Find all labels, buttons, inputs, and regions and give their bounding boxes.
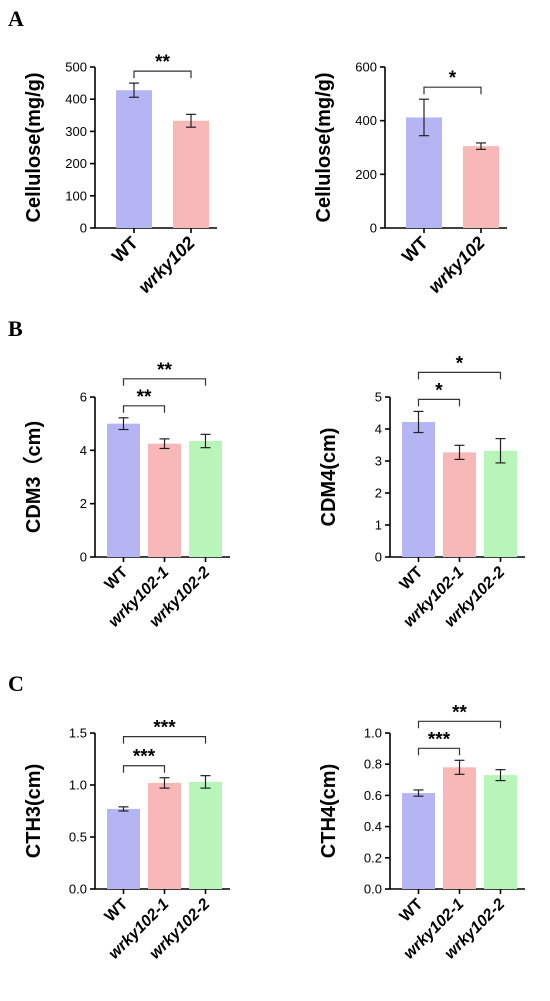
y-axis-label: Cellulose(mg/g) — [23, 72, 45, 222]
x-tick-label: wrky102 — [424, 233, 488, 297]
significance-label: *** — [428, 729, 451, 750]
y-tick-label: 2 — [375, 486, 382, 501]
bar-wrky102-1 — [148, 443, 181, 557]
bar-wrky102 — [173, 120, 209, 228]
y-tick-label: 4 — [80, 443, 87, 458]
y-tick-label: 0.2 — [364, 850, 382, 865]
y-tick-label: 200 — [355, 167, 377, 182]
x-tick-label: WT — [102, 896, 132, 926]
significance-bracket — [133, 70, 192, 79]
bar-WT — [402, 421, 435, 557]
significance-label: *** — [133, 747, 156, 768]
y-tick-label: 3 — [375, 454, 382, 469]
bar-WT — [107, 423, 140, 557]
bar-wrky102-2 — [189, 781, 222, 889]
bar-wrky102-2 — [484, 775, 517, 889]
bar-wrky102-2 — [484, 450, 517, 557]
significance-bracket — [417, 398, 461, 407]
significance-label: * — [449, 68, 457, 89]
y-tick-label: 0.6 — [364, 788, 382, 803]
y-tick-label: 500 — [65, 60, 87, 75]
x-tick-label: WT — [398, 233, 432, 267]
y-tick-label: 2 — [80, 496, 87, 511]
y-tick-label: 0.0 — [69, 882, 87, 897]
y-tick-label: 0.4 — [364, 819, 382, 834]
y-tick-label: 200 — [65, 156, 87, 171]
y-tick-label: 0 — [375, 550, 382, 565]
bar-WT — [402, 793, 435, 889]
significance-bracket — [423, 86, 482, 95]
significance-bracket — [122, 765, 166, 773]
y-tick-label: 5 — [375, 390, 382, 405]
chart-1: 0 100 200 300 400 500 Cellulose(mg/g) WTwrky102… — [23, 52, 217, 297]
x-tick-label: wrky102 — [134, 233, 198, 297]
significance-label: * — [435, 380, 443, 401]
significance-label: ** — [155, 52, 170, 73]
bar-WT — [107, 808, 140, 889]
chart-6: 0.00.20.40.60.81.0CTH4(cm)WTwrky102-1wrk… — [318, 702, 525, 963]
y-tick-label: 1.0 — [69, 778, 87, 793]
y-tick-label: 400 — [65, 92, 87, 107]
significance-bracket — [122, 405, 166, 413]
bar-wrky102-1 — [443, 767, 476, 889]
y-axis-label: CTH3(cm) — [23, 764, 45, 858]
x-tick-label: WT — [102, 564, 132, 594]
y-tick-label: 600 — [355, 60, 377, 75]
charts-container: 0100200300400500Cellulose(mg/g)WTwrky102… — [22, 52, 525, 963]
significance-bracket — [417, 747, 461, 756]
significance-label: * — [456, 353, 464, 374]
bar-wrky102-1 — [443, 452, 476, 557]
y-tick-label: 1.0 — [364, 726, 382, 741]
y-tick-label: 0.5 — [69, 830, 87, 845]
bar-WT — [116, 90, 152, 229]
y-tick-label: 100 — [65, 188, 87, 203]
y-tick-label: 1.5 — [69, 726, 87, 741]
y-tick-label: 0 — [80, 550, 87, 565]
y-tick-label: 0.0 — [364, 882, 382, 897]
bar-wrky102 — [463, 146, 499, 228]
y-tick-label: 300 — [65, 124, 87, 139]
y-tick-label: 0 — [370, 221, 377, 236]
bar-wrky102-1 — [148, 782, 181, 889]
significance-label: ** — [157, 360, 172, 381]
x-tick-label: WT — [108, 233, 142, 267]
y-tick-label: 0 — [80, 221, 87, 236]
significance-bracket — [122, 736, 207, 744]
y-tick-label: 1 — [375, 518, 382, 533]
chart-5: 0.00.51.01.5CTH3(cm)WTwrky102-1wrky102-2… — [23, 718, 230, 963]
significance-bracket — [417, 371, 502, 380]
y-axis-label: CDM3（cm) — [22, 421, 45, 533]
x-tick-label: WT — [397, 564, 427, 594]
bar-wrky102-2 — [189, 441, 222, 557]
panel-label-a: A — [8, 6, 24, 31]
y-axis-label: Cellulose(mg/g) — [313, 72, 335, 222]
y-tick-label: 4 — [375, 422, 382, 437]
panel-label-c: C — [8, 671, 24, 696]
y-tick-label: 400 — [355, 113, 377, 128]
y-tick-label: 6 — [80, 390, 87, 405]
x-tick-label: WT — [397, 896, 427, 926]
significance-label: ** — [137, 387, 152, 408]
y-tick-label: 0.8 — [364, 757, 382, 772]
significance-bracket — [417, 720, 502, 729]
y-axis-label: CDM4(cm) — [318, 428, 340, 527]
significance-label: ** — [452, 702, 467, 723]
panel-label-b: B — [8, 316, 23, 341]
y-axis-label: CTH4(cm) — [318, 764, 340, 858]
significance-bracket — [122, 378, 207, 386]
significance-label: *** — [153, 718, 176, 739]
